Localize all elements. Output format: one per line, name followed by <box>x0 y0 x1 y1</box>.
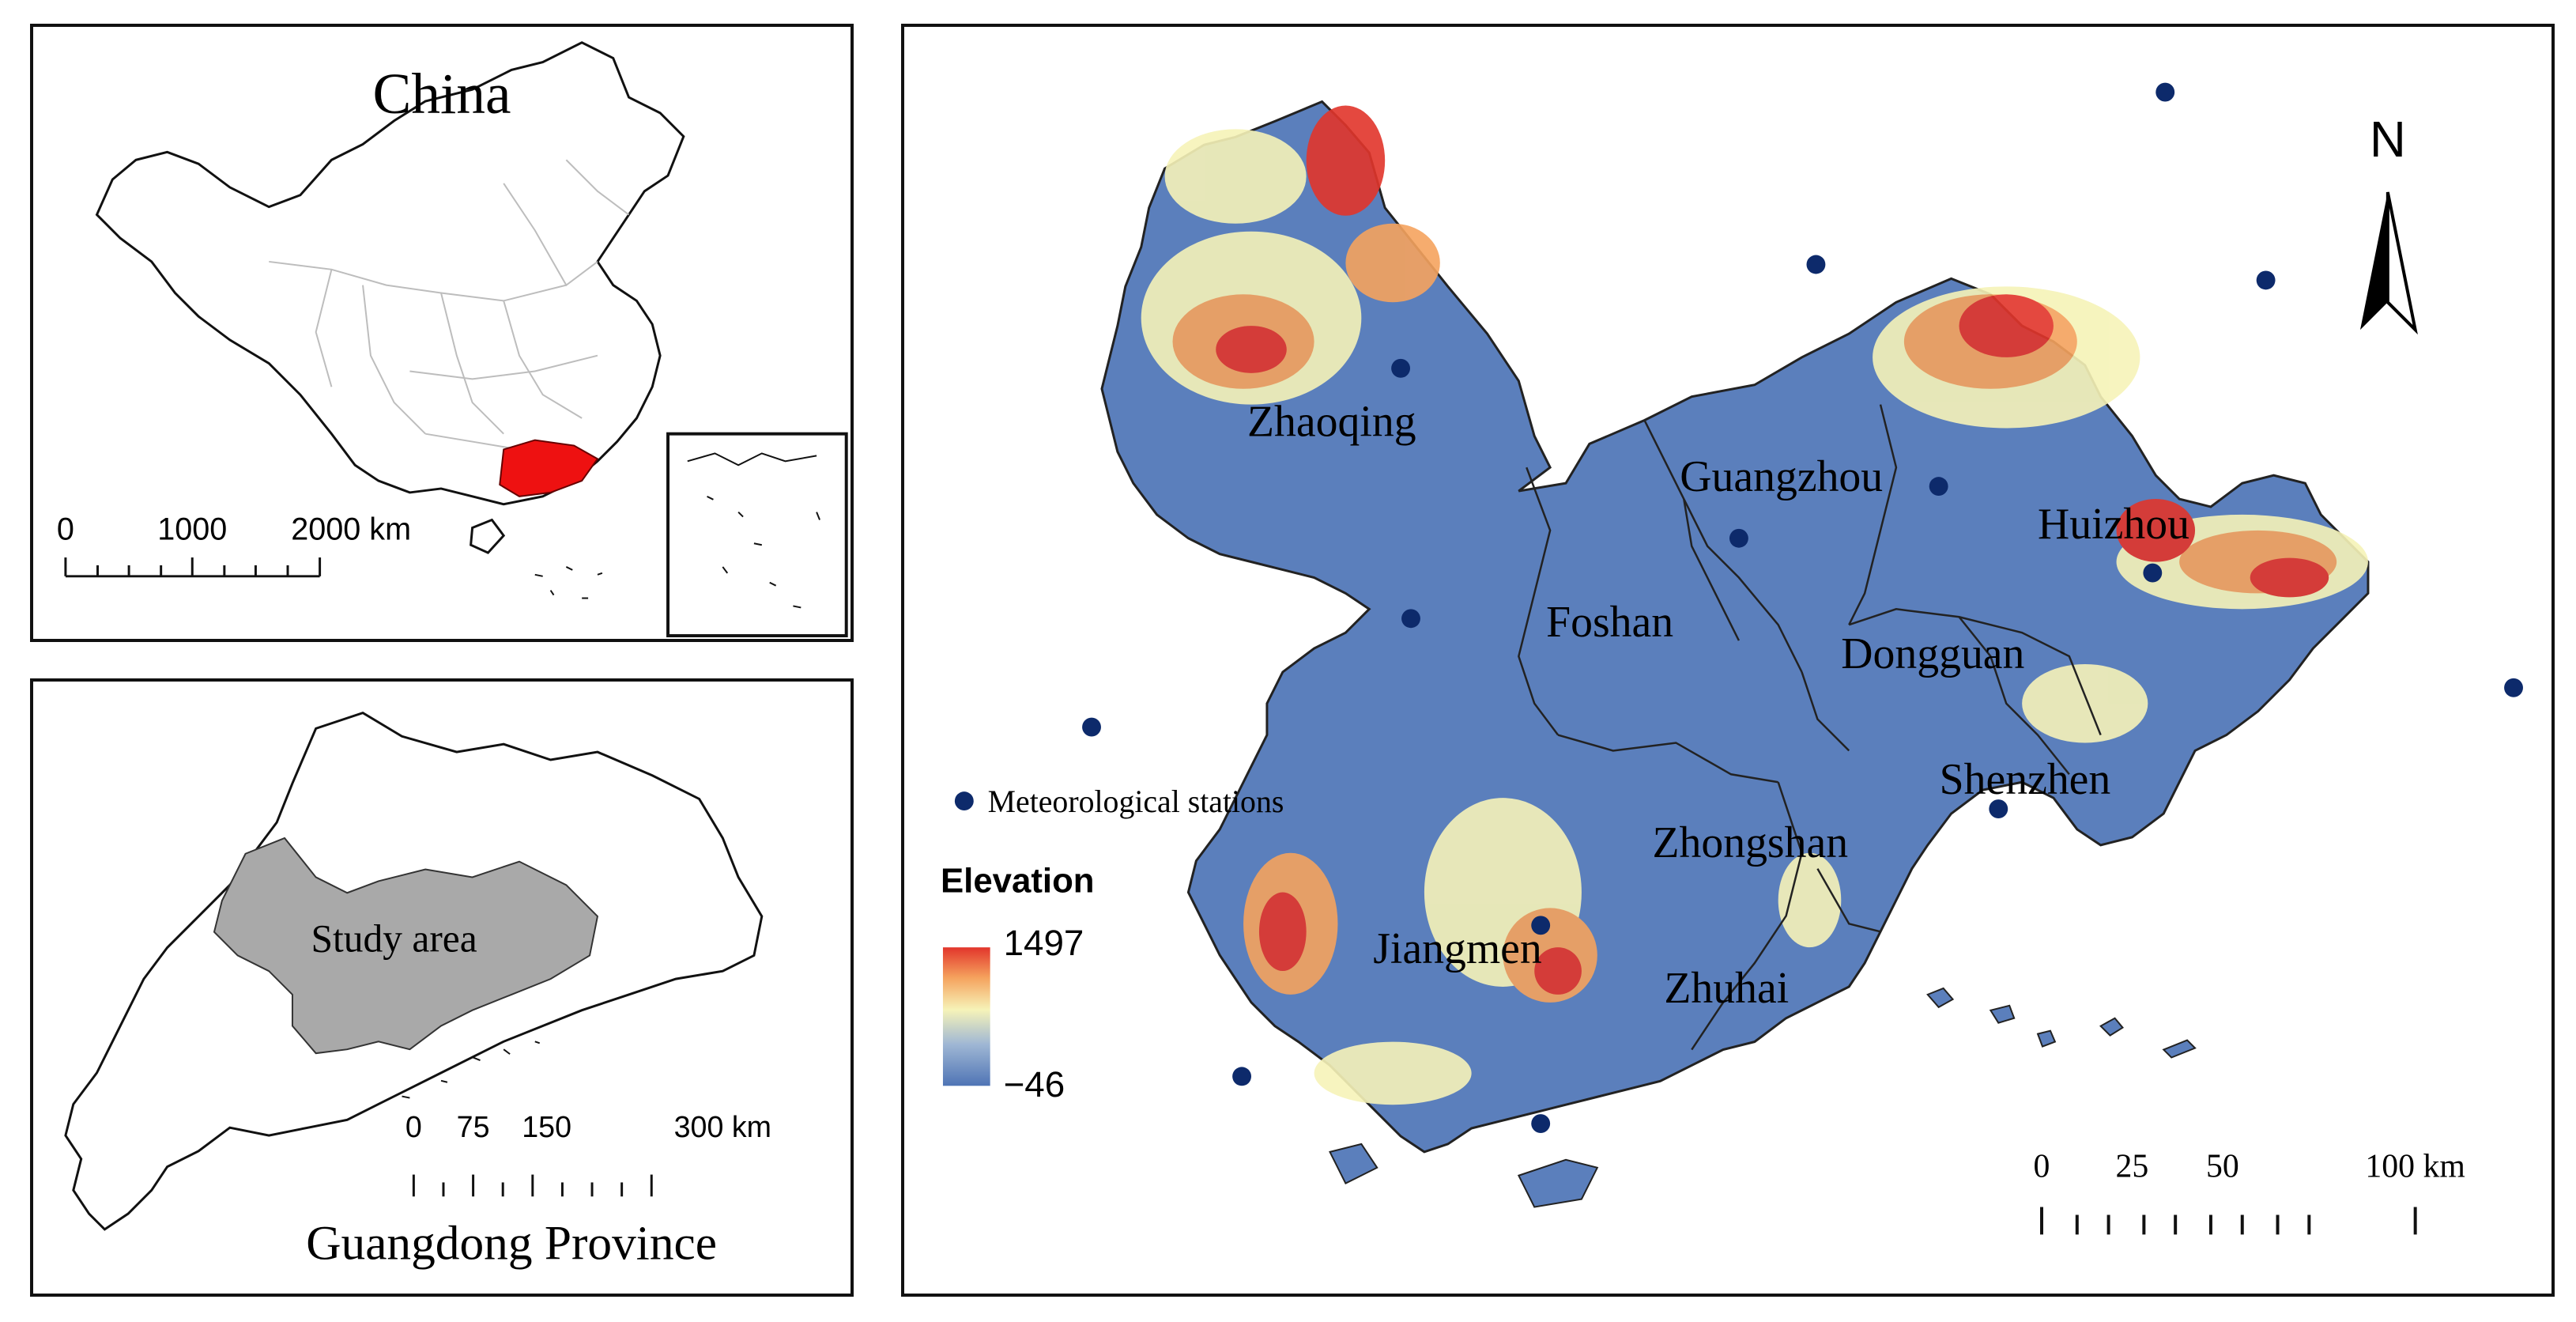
city-label-huizhou: Huizhou <box>2038 500 2189 549</box>
main-scale-label-50: 50 <box>2206 1149 2239 1185</box>
china-title: China <box>373 62 511 126</box>
study-area-elevation-raster <box>1100 100 2370 1208</box>
station-marker <box>1082 717 1101 737</box>
china-scale-label-0: 0 <box>57 512 74 546</box>
coastal-islands <box>402 1041 541 1099</box>
china-scale-label-1000: 1000 <box>157 512 227 546</box>
china-scalebar: 0 1000 2000 km <box>57 512 411 578</box>
main-scale-label-0: 0 <box>2034 1149 2050 1185</box>
station-legend-symbol <box>954 791 974 811</box>
elevation-legend-max: 1497 <box>1004 923 1084 963</box>
main-map-panel: Zhaoqing Guangzhou Huizhou Foshan Donggu… <box>901 24 2555 1297</box>
main-scalebar: 0 25 50 100 km <box>2034 1149 2465 1235</box>
station-marker <box>2504 678 2523 697</box>
station-marker <box>2256 270 2276 290</box>
main-scale-label-100: 100 km <box>2365 1149 2465 1185</box>
city-label-zhaoqing: Zhaoqing <box>1247 397 1416 446</box>
station-legend-label: Meteorological stations <box>988 784 1284 819</box>
guangdong-inset-map: Study area 0 75 150 300 km Guangdong Pro… <box>64 711 771 1270</box>
main-map: Zhaoqing Guangzhou Huizhou Foshan Donggu… <box>941 82 2523 1235</box>
city-boundaries <box>1518 404 2102 1051</box>
elevation-legend-title: Elevation <box>941 862 1095 901</box>
china-outline <box>95 41 685 506</box>
gd-scale-label-150: 150 <box>522 1110 571 1143</box>
elevation-patches <box>1141 105 2368 1105</box>
station-marker <box>1929 477 1948 497</box>
city-label-jiangmen: Jiangmen <box>1373 924 1542 973</box>
station-marker <box>1531 916 1551 935</box>
station-marker <box>1391 358 1411 378</box>
station-marker <box>2143 563 2163 583</box>
meteorological-stations <box>1082 82 2523 1134</box>
china-inset-map: China 0 1000 2000 km <box>57 41 848 638</box>
study-area-region <box>213 837 599 1055</box>
station-marker <box>1806 255 1826 274</box>
station-marker <box>2155 82 2175 102</box>
gd-scale-label-0: 0 <box>405 1110 422 1143</box>
station-marker <box>1729 528 1748 548</box>
city-label-shenzhen: Shenzhen <box>1940 755 2111 804</box>
guangdong-inset-panel: Study area 0 75 150 300 km Guangdong Pro… <box>30 678 854 1297</box>
city-label-guangzhou: Guangzhou <box>1680 452 1883 501</box>
station-marker <box>1401 609 1420 629</box>
main-scale-label-25: 25 <box>2116 1149 2149 1185</box>
station-legend: Meteorological stations <box>954 784 1284 819</box>
guangdong-highlight <box>499 439 599 497</box>
city-label-dongguan: Dongguan <box>1841 629 2024 678</box>
city-label-foshan: Foshan <box>1546 598 1673 647</box>
station-marker <box>1232 1067 1252 1086</box>
station-marker <box>1989 799 2008 819</box>
south-china-sea-inset-box <box>666 432 848 638</box>
south-china-sea-islands <box>534 566 603 599</box>
north-arrow: N <box>2360 111 2418 335</box>
elevation-legend-min: −46 <box>1004 1064 1065 1105</box>
city-label-zhuhai: Zhuhai <box>1664 964 1789 1013</box>
coastal-islands <box>1329 987 2197 1208</box>
study-area-label: Study area <box>311 916 477 960</box>
elevation-legend: Elevation 1497 −46 <box>941 862 1095 1105</box>
china-scale-label-2000: 2000 km <box>291 512 411 546</box>
elevation-color-ramp <box>942 947 990 1086</box>
china-inset-panel: China 0 1000 2000 km <box>30 24 854 642</box>
north-arrow-label: N <box>2370 111 2406 168</box>
hainan-island <box>470 518 506 554</box>
city-label-zhongshan: Zhongshan <box>1652 818 1848 867</box>
guangdong-title: Guangdong Province <box>306 1216 717 1270</box>
city-labels: Zhaoqing Guangzhou Huizhou Foshan Donggu… <box>1247 397 2189 1012</box>
gd-scale-label-300: 300 km <box>674 1110 771 1143</box>
gd-scale-label-75: 75 <box>457 1110 490 1143</box>
north-arrow-icon <box>2360 191 2388 330</box>
guangdong-scalebar: 0 75 150 300 km <box>405 1110 771 1197</box>
station-marker <box>1531 1114 1551 1134</box>
